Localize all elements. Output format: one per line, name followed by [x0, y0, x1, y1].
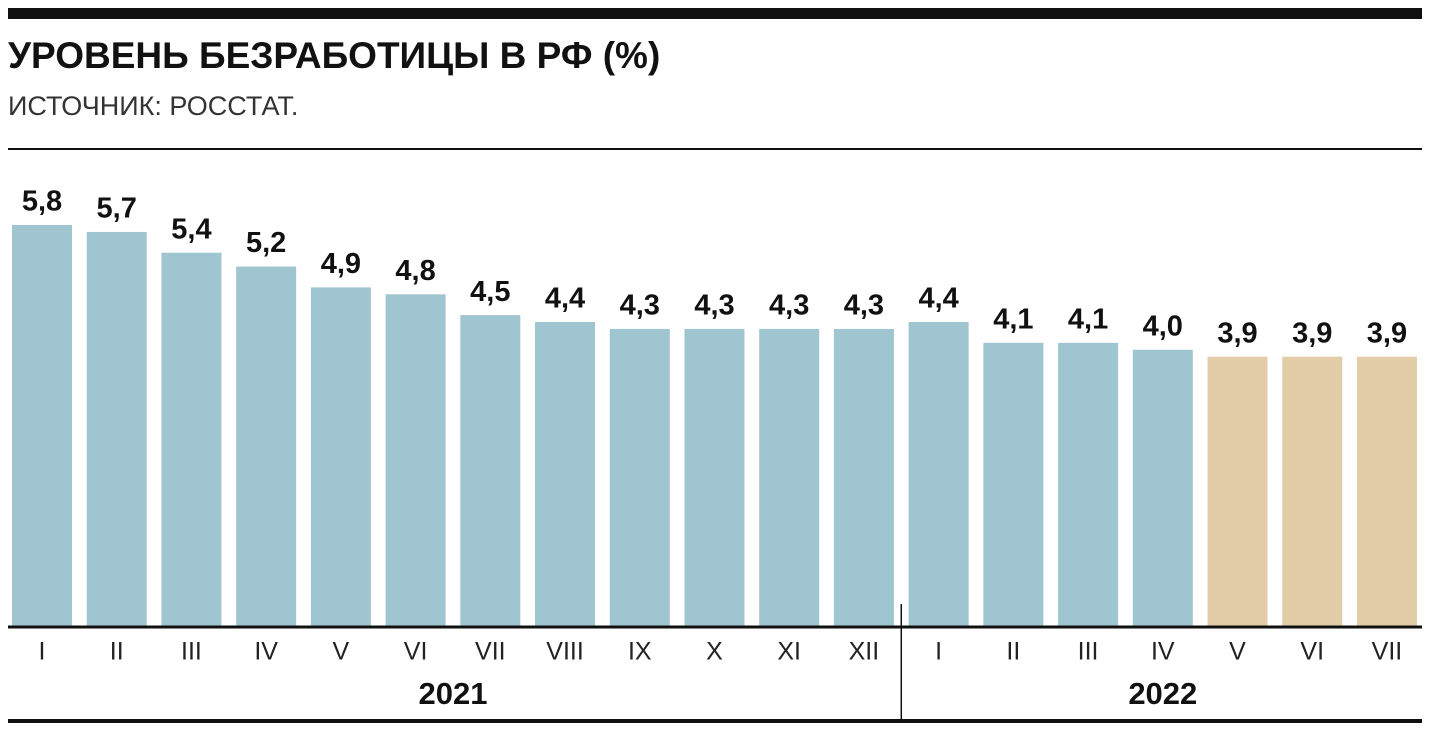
- bar: [161, 252, 222, 628]
- bar: [310, 287, 371, 627]
- value-label: 4,1: [1068, 303, 1108, 335]
- x-tick-label: VI: [1300, 638, 1324, 666]
- value-label: 5,4: [171, 213, 211, 245]
- value-label: 4,0: [1143, 310, 1183, 342]
- x-tick-label: VIII: [546, 638, 584, 666]
- bar: [759, 328, 820, 627]
- bar: [609, 328, 670, 627]
- group-label: 2022: [1128, 676, 1197, 711]
- value-label: 4,3: [769, 290, 809, 322]
- value-label: 4,8: [395, 255, 435, 287]
- bar: [684, 328, 745, 627]
- value-label: 4,9: [321, 248, 361, 280]
- bar: [236, 266, 297, 627]
- x-tick-label: III: [1078, 638, 1099, 666]
- x-tick-label: V: [1229, 638, 1246, 666]
- x-tick-label: I: [39, 638, 46, 666]
- x-tick-label: III: [181, 638, 202, 666]
- x-tick-label: V: [333, 638, 350, 666]
- value-label: 5,2: [246, 227, 286, 259]
- x-tick-label: I: [935, 638, 942, 666]
- x-tick-label: IX: [628, 638, 652, 666]
- value-label: 5,7: [97, 193, 137, 225]
- value-label: 3,9: [1217, 317, 1257, 349]
- bar: [12, 225, 72, 627]
- value-label: 4,4: [918, 283, 958, 315]
- value-label: 3,9: [1367, 317, 1407, 349]
- bar: [908, 322, 969, 627]
- bar: [983, 342, 1044, 627]
- chart-title: УРОВЕНЬ БЕЗРАБОТИЦЫ В РФ (%): [8, 35, 660, 76]
- x-tick-label: IV: [1151, 638, 1175, 666]
- bar: [1356, 356, 1417, 627]
- x-tick-label: IV: [254, 638, 278, 666]
- bar: [1058, 342, 1119, 627]
- value-label: 4,3: [620, 290, 660, 322]
- value-label: 4,4: [545, 283, 585, 315]
- value-label: 4,3: [844, 290, 884, 322]
- value-label: 4,3: [694, 290, 734, 322]
- x-tick-label: VI: [404, 638, 428, 666]
- bar: [535, 322, 596, 627]
- x-tick-label: XII: [849, 638, 880, 666]
- x-tick-label: II: [110, 638, 124, 666]
- x-tick-label: XI: [777, 638, 801, 666]
- value-label: 5,8: [22, 186, 62, 218]
- bar: [833, 328, 894, 627]
- bar: [1282, 356, 1343, 627]
- bar: [1132, 349, 1193, 627]
- bar: [460, 315, 521, 627]
- x-tick-label: II: [1006, 638, 1020, 666]
- value-label: 4,1: [993, 303, 1033, 335]
- x-tick-label: VII: [475, 638, 506, 666]
- value-label: 4,5: [470, 276, 510, 308]
- bar: [385, 294, 446, 627]
- bar: [86, 231, 147, 627]
- x-tick-label: VII: [1372, 638, 1403, 666]
- group-label: 2021: [418, 676, 487, 711]
- chart-subtitle: ИСТОЧНИК: РОССТАТ.: [8, 91, 298, 121]
- top-rule: [8, 8, 1422, 19]
- bar: [1207, 356, 1268, 627]
- x-tick-label: X: [706, 638, 723, 666]
- value-label: 3,9: [1292, 317, 1332, 349]
